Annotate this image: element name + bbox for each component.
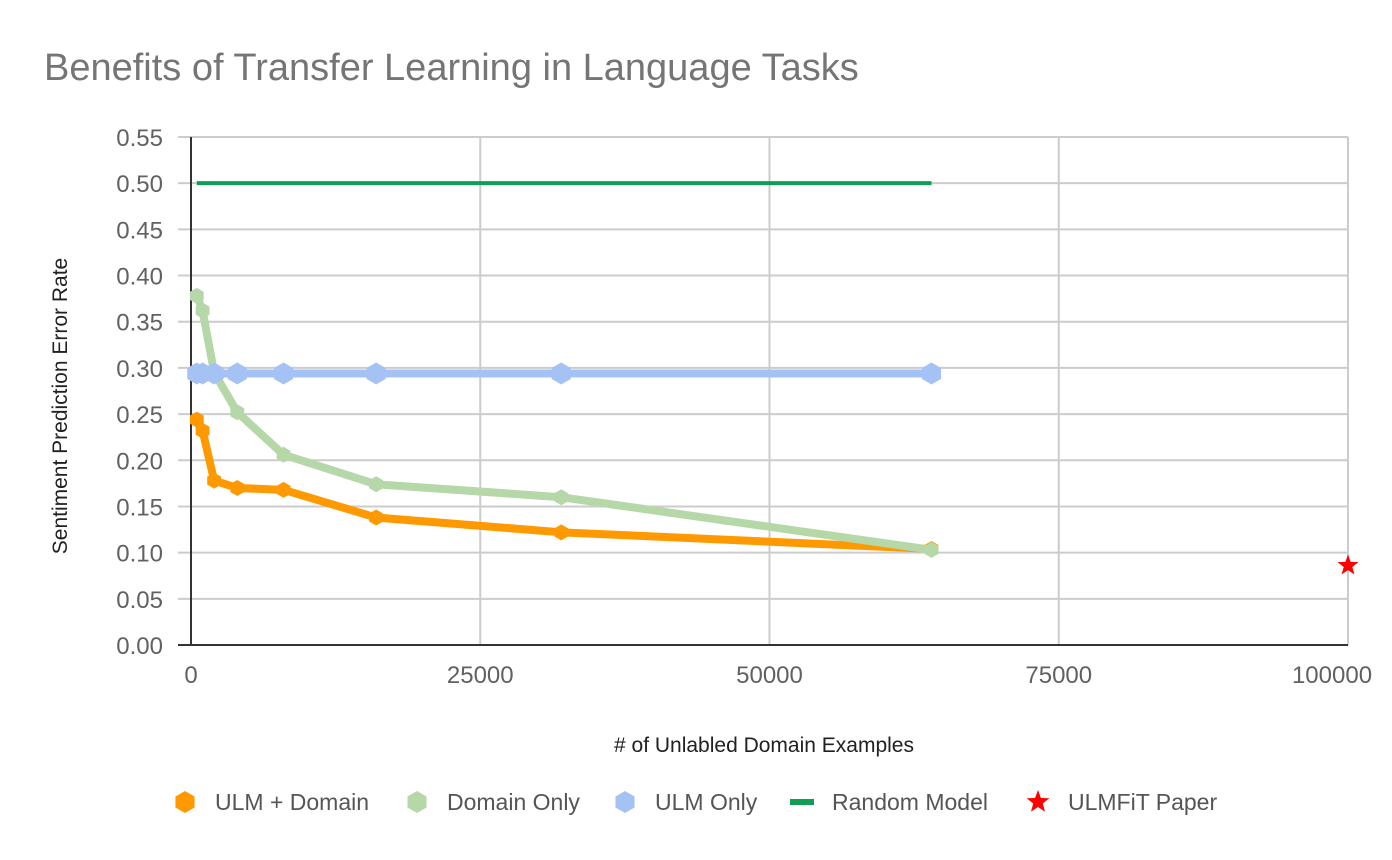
- legend-item-ulmfit-paper: ULMFiT Paper: [1026, 789, 1217, 815]
- data-point: [366, 362, 386, 385]
- data-point: [551, 362, 571, 385]
- legend-marker-icon: [407, 791, 427, 813]
- data-point: [230, 404, 245, 421]
- grid: [178, 136, 1349, 645]
- data-point: [195, 422, 210, 439]
- x-tick-label: 50000: [736, 662, 803, 689]
- y-axis-label: Sentiment Prediction Error Rate: [49, 258, 72, 554]
- data-point: [276, 481, 291, 498]
- series-ulm-domain: [189, 411, 939, 557]
- y-tick-label: 0.10: [116, 541, 163, 568]
- chart-title: Benefits of Transfer Learning in Languag…: [44, 47, 859, 89]
- y-tick-label: 0.00: [116, 633, 163, 660]
- y-tick-label: 0.50: [116, 171, 163, 198]
- legend-marker-icon: [175, 791, 195, 813]
- plot-area: [187, 181, 1359, 575]
- x-tick-label: 0: [184, 662, 197, 689]
- data-point: [189, 411, 204, 428]
- data-point: [274, 362, 294, 385]
- data-point: [369, 476, 384, 493]
- data-point: [189, 287, 204, 304]
- data-point: [230, 479, 245, 496]
- legend-marker-icon: [615, 791, 635, 813]
- legend-label: ULM Only: [655, 789, 758, 815]
- x-tick-label: 75000: [1025, 662, 1092, 689]
- data-point: [227, 362, 247, 385]
- data-point: [207, 472, 222, 489]
- y-tick-label: 0.25: [116, 402, 163, 429]
- series-line-ulm-domain: [193, 417, 932, 553]
- legend: ULM + Domain Domain Only ULM Only Random Mo…: [175, 789, 1217, 815]
- data-point: [276, 446, 291, 463]
- data-point: [921, 362, 942, 385]
- data-point: [195, 302, 210, 319]
- legend-marker-icon: [1026, 790, 1050, 812]
- legend-label: ULM + Domain: [215, 789, 369, 815]
- axes: [178, 137, 1348, 646]
- data-point: [554, 524, 569, 541]
- x-tick-label: 25000: [447, 662, 514, 689]
- y-tick-label: 0.30: [116, 356, 163, 383]
- legend-item-ulm-only: ULM Only: [615, 789, 758, 815]
- y-tick-label: 0.55: [116, 125, 163, 152]
- legend-label: Domain Only: [447, 789, 580, 815]
- data-point: [1337, 554, 1359, 575]
- y-tick-label: 0.20: [116, 448, 163, 475]
- legend-marker-icon: [790, 799, 814, 805]
- y-tick-label: 0.05: [116, 587, 163, 614]
- x-tick-label: 100000: [1292, 662, 1372, 689]
- data-point: [204, 362, 224, 385]
- y-tick-label: 0.15: [116, 494, 163, 521]
- series-line-domain-only: [193, 294, 933, 554]
- legend-item-domain-only: Domain Only: [407, 789, 580, 815]
- tick-labels: 0.00 0.05 0.10 0.15 0.20 0.25 0.30 0.35 0.40 0.45…: [116, 125, 1372, 689]
- series-ulmfit-paper: [1337, 554, 1359, 575]
- legend-label: ULMFiT Paper: [1068, 789, 1217, 815]
- y-tick-label: 0.40: [116, 264, 163, 291]
- series-ulm-only: [187, 362, 942, 385]
- x-axis-label: # of Unlabled Domain Examples: [614, 734, 914, 757]
- series-domain-only: [189, 287, 939, 558]
- legend-item-ulm-domain: ULM + Domain: [175, 789, 369, 815]
- data-point: [554, 489, 569, 506]
- y-tick-label: 0.35: [116, 310, 163, 337]
- legend-label: Random Model: [832, 789, 988, 815]
- legend-item-random-model: Random Model: [790, 789, 988, 815]
- data-point: [369, 509, 384, 526]
- y-tick-label: 0.45: [116, 217, 163, 244]
- data-point: [924, 541, 939, 558]
